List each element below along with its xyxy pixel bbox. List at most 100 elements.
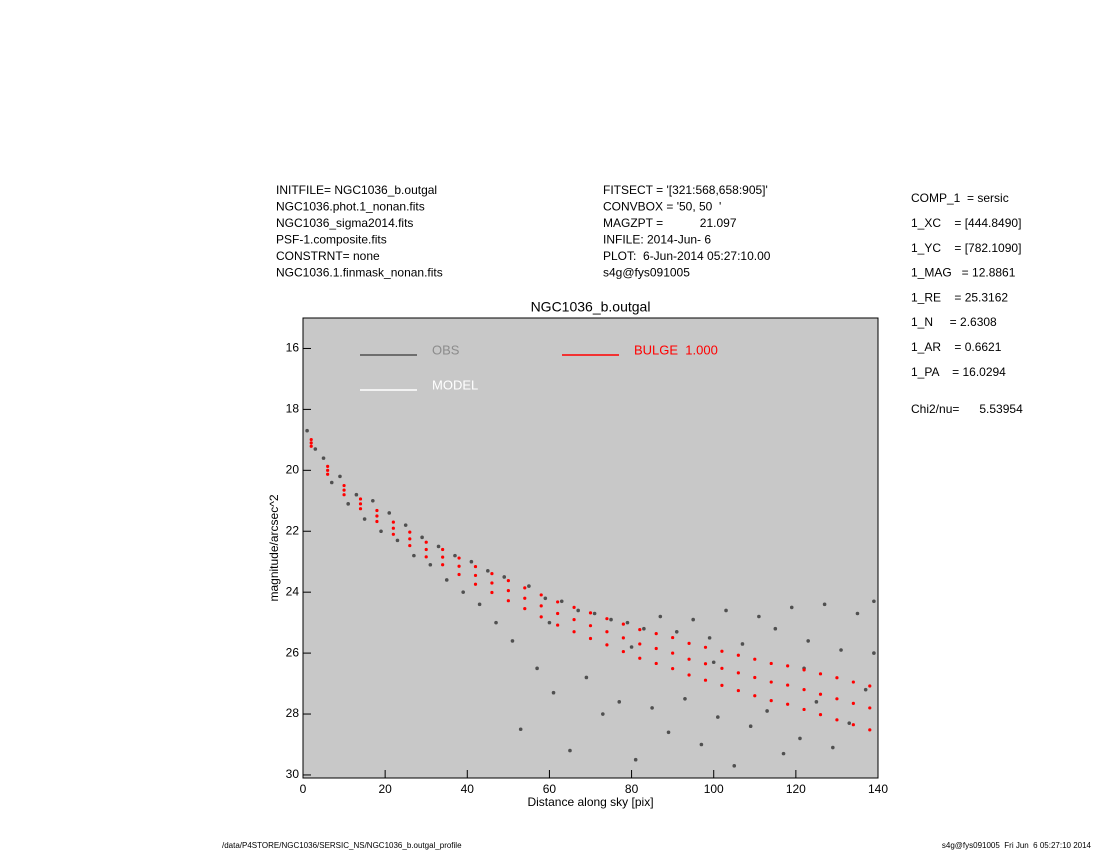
info-text: NGC1036.1.finmask_nonan.fits bbox=[276, 266, 443, 280]
data-point bbox=[556, 623, 560, 627]
param-text: 1_XC = [444.8490] bbox=[911, 216, 1021, 230]
param-text: 1_YC = [782.1090] bbox=[911, 241, 1021, 255]
data-point bbox=[720, 649, 724, 653]
data-point bbox=[313, 447, 318, 451]
data-point bbox=[671, 651, 675, 655]
data-point bbox=[736, 688, 740, 693]
footer-right: s4g@fys091005 Fri Jun 6 05:27:10 2014 bbox=[942, 841, 1092, 850]
data-point bbox=[346, 502, 350, 506]
data-point bbox=[625, 620, 630, 625]
data-point bbox=[740, 642, 745, 646]
data-point bbox=[872, 651, 876, 655]
data-point bbox=[638, 628, 642, 632]
chi2-text: Chi2/nu= 5.53954 bbox=[911, 402, 1023, 416]
data-point bbox=[605, 617, 609, 621]
data-point bbox=[461, 590, 465, 594]
data-point bbox=[441, 563, 445, 567]
data-point bbox=[559, 599, 564, 604]
data-point bbox=[617, 700, 622, 704]
data-point bbox=[551, 690, 556, 695]
legend-label: MODEL bbox=[432, 377, 478, 392]
data-point bbox=[543, 596, 548, 601]
data-point bbox=[358, 497, 363, 501]
data-point bbox=[473, 564, 478, 569]
data-point bbox=[420, 535, 424, 540]
data-point bbox=[506, 578, 510, 583]
data-point bbox=[786, 664, 790, 668]
data-point bbox=[621, 622, 625, 626]
data-point bbox=[786, 683, 790, 687]
info-text: PSF-1.composite.fits bbox=[276, 233, 387, 247]
info-text: MAGZPT = 21.097 bbox=[603, 216, 737, 230]
data-point bbox=[835, 697, 839, 701]
data-point bbox=[839, 648, 843, 652]
info-text: s4g@fys091005 bbox=[603, 266, 690, 280]
data-point bbox=[851, 723, 855, 727]
data-point bbox=[699, 742, 704, 747]
data-point bbox=[473, 573, 478, 578]
data-point bbox=[523, 586, 527, 590]
data-point bbox=[477, 602, 482, 607]
x-tick-label: 120 bbox=[786, 782, 806, 796]
data-point bbox=[490, 571, 494, 576]
info-text: CONSTRNT= none bbox=[276, 249, 380, 263]
param-text: 1_PA = 16.0294 bbox=[911, 365, 1006, 379]
data-point bbox=[720, 666, 724, 670]
data-point bbox=[387, 511, 392, 515]
data-point bbox=[753, 657, 757, 661]
data-point bbox=[539, 593, 543, 597]
data-point bbox=[584, 675, 589, 680]
data-point bbox=[408, 543, 412, 548]
data-point bbox=[395, 538, 400, 543]
data-point bbox=[305, 428, 309, 433]
data-point bbox=[342, 483, 346, 488]
y-tick-label: 16 bbox=[286, 341, 300, 355]
data-point bbox=[674, 629, 679, 634]
data-point bbox=[868, 706, 872, 710]
data-point bbox=[391, 526, 395, 530]
y-tick-label: 28 bbox=[286, 706, 300, 720]
data-point bbox=[806, 639, 810, 643]
data-point bbox=[473, 582, 478, 586]
x-tick-label: 100 bbox=[704, 782, 724, 796]
data-point bbox=[802, 668, 806, 672]
y-tick-label: 20 bbox=[286, 462, 300, 476]
data-point bbox=[391, 520, 395, 524]
info-text: NGC1036.phot.1_nonan.fits bbox=[276, 200, 425, 214]
data-point bbox=[621, 649, 625, 654]
x-tick-label: 40 bbox=[461, 782, 475, 796]
data-point bbox=[486, 569, 490, 573]
data-point bbox=[654, 646, 658, 651]
y-tick-label: 26 bbox=[286, 645, 300, 659]
data-point bbox=[822, 602, 827, 607]
data-point bbox=[802, 688, 806, 692]
data-point bbox=[605, 630, 609, 634]
data-point bbox=[358, 502, 363, 506]
data-point bbox=[592, 611, 597, 616]
info-text: CONVBOX = '50, 50 ' bbox=[603, 200, 721, 214]
x-axis-label: Distance along sky [pix] bbox=[527, 795, 653, 809]
data-point bbox=[371, 498, 375, 503]
data-point bbox=[638, 656, 642, 660]
plot-area bbox=[302, 317, 879, 779]
data-point bbox=[441, 555, 445, 559]
data-point bbox=[847, 721, 852, 725]
y-tick-label: 22 bbox=[286, 523, 300, 537]
data-point bbox=[510, 639, 515, 643]
data-point bbox=[671, 635, 675, 640]
data-point bbox=[786, 702, 790, 706]
data-point bbox=[403, 523, 408, 527]
data-point bbox=[703, 645, 708, 649]
data-point bbox=[831, 745, 835, 750]
data-point bbox=[428, 562, 433, 567]
data-point bbox=[638, 642, 642, 646]
data-point bbox=[753, 675, 757, 680]
data-point bbox=[539, 615, 543, 619]
data-point bbox=[855, 611, 860, 616]
data-point bbox=[572, 617, 576, 622]
data-point bbox=[535, 666, 539, 671]
data-point bbox=[687, 657, 691, 661]
data-point bbox=[703, 662, 708, 666]
param-text: COMP_1 = sersic bbox=[911, 191, 1009, 205]
data-point bbox=[601, 712, 605, 716]
